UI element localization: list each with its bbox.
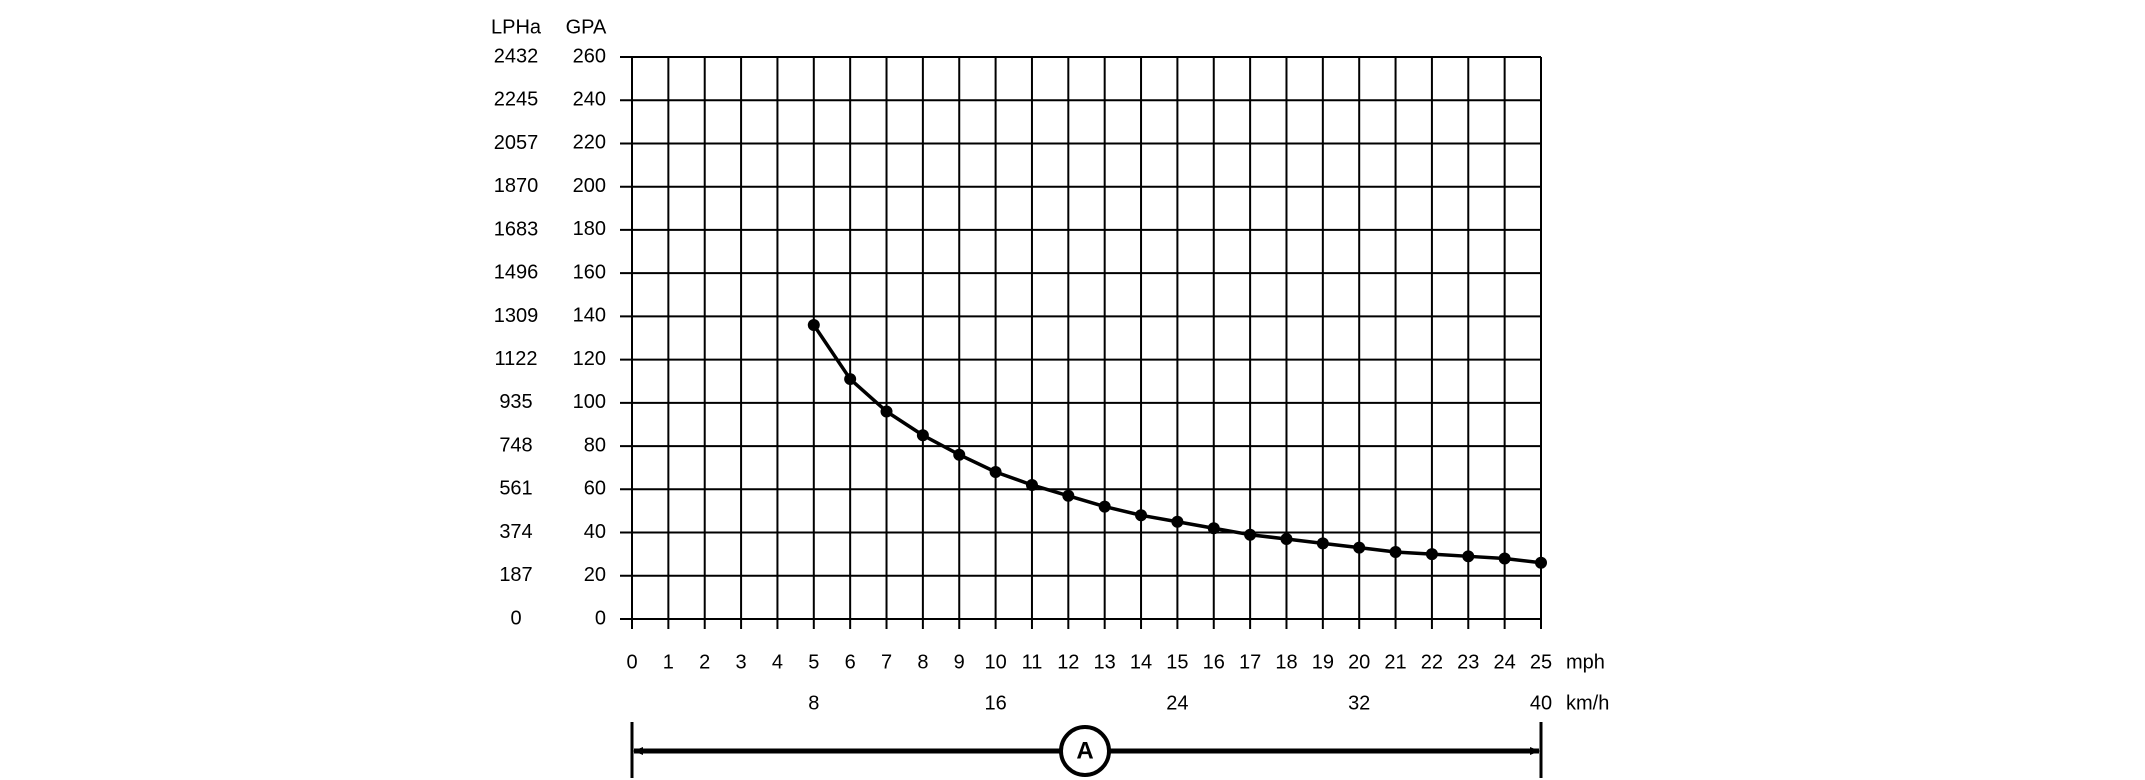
x-tick-label: 9 xyxy=(954,651,965,673)
x-tick-label: 16 xyxy=(1203,651,1225,673)
data-point xyxy=(916,429,929,442)
data-point xyxy=(1280,533,1293,546)
x-tick-label: 18 xyxy=(1275,651,1297,673)
x-tick-label: 14 xyxy=(1130,651,1152,673)
x-tick-label: 1 xyxy=(663,651,674,673)
x2-tick-label: 24 xyxy=(1166,692,1188,714)
x-tick-label: 5 xyxy=(808,651,819,673)
data-point xyxy=(1171,515,1184,528)
x-tick-label: 19 xyxy=(1312,651,1334,673)
data-point xyxy=(1316,537,1329,550)
x2-tick-label: 8 xyxy=(808,692,819,714)
x-tick-label: 13 xyxy=(1094,651,1116,673)
y2-tick-label: 748 xyxy=(499,434,532,456)
x-tick-label: 21 xyxy=(1384,651,1406,673)
y-tick-label: 60 xyxy=(584,478,606,500)
data-point xyxy=(1025,478,1038,491)
y2-tick-label: 2245 xyxy=(494,88,539,110)
x-tick-label: 25 xyxy=(1530,651,1552,673)
y-tick-label: 120 xyxy=(573,348,606,370)
y2-tick-label: 374 xyxy=(499,521,532,543)
y2-tick-label: 1309 xyxy=(494,305,539,327)
x2-tick-label: 16 xyxy=(984,692,1006,714)
x-tick-label: 0 xyxy=(626,651,637,673)
x-tick-label: 10 xyxy=(984,651,1006,673)
annotation: A xyxy=(1076,737,1093,764)
y-axis-label: GPA xyxy=(566,16,607,38)
data-point xyxy=(989,466,1002,479)
data-point xyxy=(1535,556,1547,569)
y2-tick-label: 0 xyxy=(510,607,521,629)
y2-axis-label: LPHa xyxy=(491,16,542,38)
y-tick-label: 140 xyxy=(573,305,606,327)
y2-tick-label: 935 xyxy=(499,391,532,413)
x-tick-label: 11 xyxy=(1022,651,1043,673)
range-arrow xyxy=(630,722,1543,778)
x-tick-label: 3 xyxy=(736,651,747,673)
data-point xyxy=(1462,550,1475,563)
x-tick-label: 8 xyxy=(917,651,928,673)
x-tick-label: 22 xyxy=(1421,651,1443,673)
data-point xyxy=(1135,509,1148,522)
data-point xyxy=(1207,522,1220,535)
data-point xyxy=(880,405,893,418)
data-point xyxy=(807,319,820,332)
y2-tick-label: 561 xyxy=(499,478,532,500)
y-tick-label: 20 xyxy=(584,564,606,586)
y-tick-label: 80 xyxy=(584,434,606,456)
data-point xyxy=(1098,500,1111,513)
y-tick-label: 100 xyxy=(573,391,606,413)
data-point xyxy=(844,373,857,386)
x-tick-label: 15 xyxy=(1166,651,1188,673)
x-tick-label: 24 xyxy=(1494,651,1516,673)
y-tick-label: 200 xyxy=(573,175,606,197)
y-tick-label: 240 xyxy=(573,89,606,111)
x2-axis-label: km/h xyxy=(1566,692,1609,714)
y2-tick-label: 1496 xyxy=(494,262,539,284)
data-point xyxy=(1389,545,1402,558)
x-tick-label: 17 xyxy=(1239,651,1261,673)
x-tick-label: 2 xyxy=(699,651,710,673)
data-point xyxy=(1353,541,1366,554)
x-tick-label: 20 xyxy=(1348,651,1370,673)
x-tick-label: 23 xyxy=(1457,651,1479,673)
x-tick-label: 12 xyxy=(1057,651,1079,673)
x2-tick-label: 32 xyxy=(1348,692,1370,714)
data-point xyxy=(1498,552,1511,565)
x-tick-label: 7 xyxy=(881,651,892,673)
y-tick-label: 40 xyxy=(584,521,606,543)
data-point xyxy=(953,448,966,461)
x2-tick-label: 40 xyxy=(1530,692,1552,714)
data-point xyxy=(1244,528,1257,541)
y2-tick-label: 1870 xyxy=(494,175,539,197)
y-tick-label: 0 xyxy=(595,607,606,629)
y2-tick-label: 187 xyxy=(499,564,532,586)
y2-tick-label: 1122 xyxy=(494,348,537,370)
x-tick-label: 4 xyxy=(772,651,783,673)
y-tick-label: 160 xyxy=(573,261,606,283)
y-tick-label: 180 xyxy=(573,218,606,240)
y-tick-label: 260 xyxy=(573,45,606,67)
data-point xyxy=(1425,548,1438,561)
y2-tick-label: 2057 xyxy=(494,132,539,154)
y2-tick-label: 1683 xyxy=(494,218,539,240)
y2-tick-label: 2432 xyxy=(494,45,539,67)
y-tick-label: 220 xyxy=(573,132,606,154)
x-tick-label: 6 xyxy=(845,651,856,673)
data-point xyxy=(1062,489,1075,502)
x-axis-label: mph xyxy=(1566,651,1605,673)
